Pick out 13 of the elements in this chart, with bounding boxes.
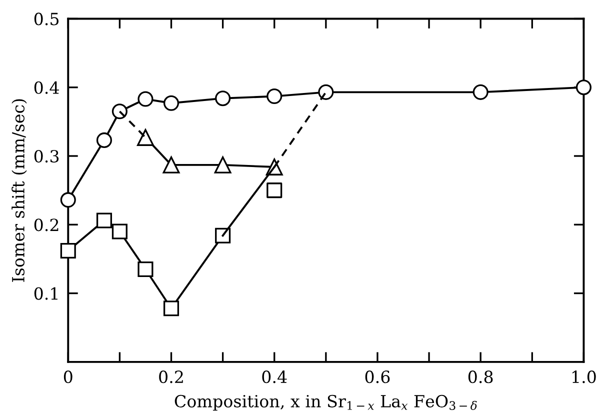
y-tick-label: 0.5 xyxy=(34,12,59,26)
x-tick-label: 1.0 xyxy=(572,370,596,384)
x-tick-label: 0.4 xyxy=(262,370,287,384)
x-tick-label: 0 xyxy=(64,370,72,384)
x-axis-title: Composition, x in Sr$_{1−x}$ La$_{x}$ FeO$_{3−δ}$ xyxy=(174,394,477,411)
y-tick-label: 0.3 xyxy=(34,150,59,163)
y-tick-label: 0.4 xyxy=(34,81,59,94)
y-tick-label: 0.1 xyxy=(34,287,58,300)
x-tick-label: 0.8 xyxy=(468,370,493,384)
x-tick-label: 0.2 xyxy=(159,370,183,384)
x-tick-label: 0.6 xyxy=(365,370,390,384)
y-tick-label: 0.2 xyxy=(34,218,58,232)
y-axis-title: Isomer shift (mm/sec) xyxy=(12,99,27,282)
